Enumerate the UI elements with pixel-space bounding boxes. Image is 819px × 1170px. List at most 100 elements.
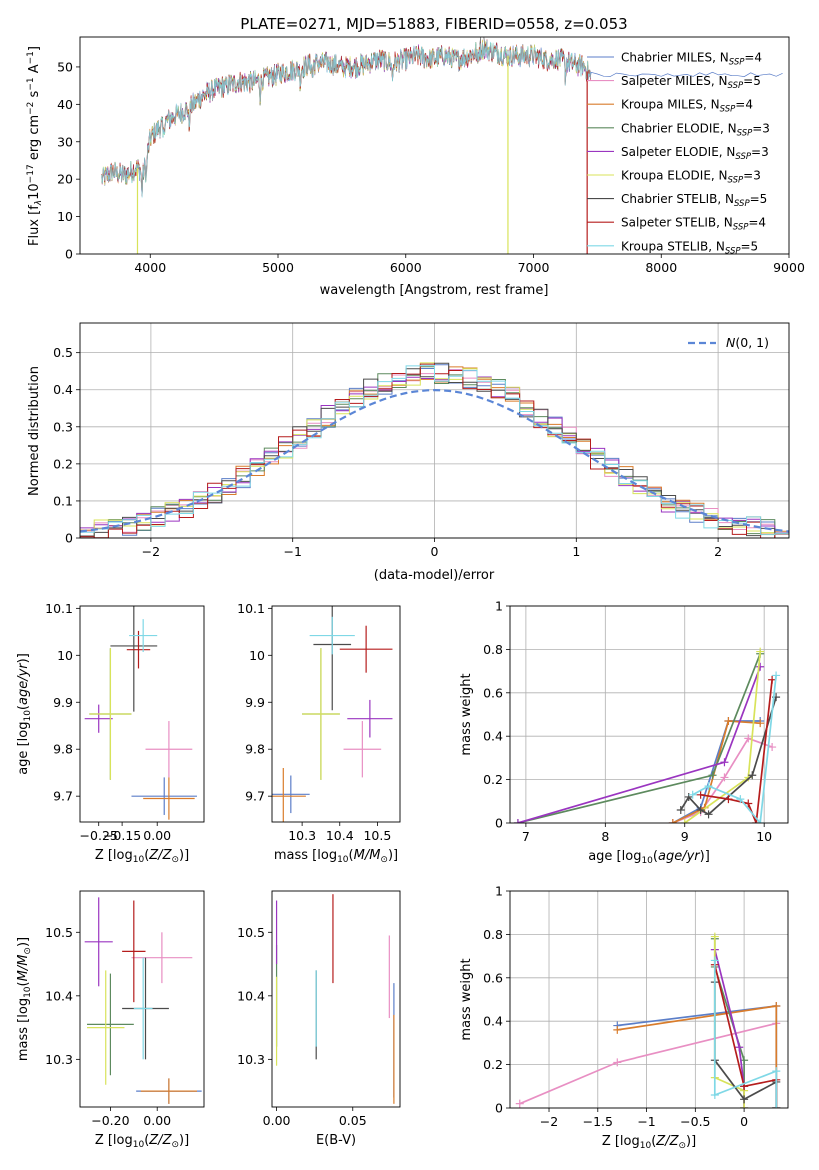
weight-age-marker: [772, 671, 781, 680]
mass-Z-ytick-label: 10.5: [45, 925, 73, 940]
weight-Z-marker: [613, 1058, 622, 1067]
weight-Z-frame: [509, 890, 789, 1109]
spectrum-frame: [79, 36, 790, 255]
normal-curve: [80, 388, 789, 533]
weight-Z-line: [713, 960, 778, 1108]
mass-Z-xtick-label: −0.20: [91, 1113, 129, 1128]
weight-age-marker: [704, 782, 713, 791]
legend-label: Kroupa MILES, NSSP=4: [621, 98, 753, 115]
age-Z-ytick-label: 9.7: [53, 789, 73, 804]
weight-age-marker: [744, 799, 753, 808]
age-Z-ytick-label: 10: [57, 648, 73, 663]
age-Z-xtick-label: −0.15: [103, 828, 141, 843]
weight-age-line: [680, 696, 777, 816]
spectrum-xtick-label: 8000: [645, 260, 677, 275]
mass-ebv-xtick-label: 0.05: [339, 1113, 367, 1128]
weight-Z-xtick-label: 0: [740, 1114, 748, 1129]
mass-Z-ylabel: mass [log10(M/M⊙)]: [16, 937, 33, 1061]
weight-age-marker: [513, 819, 522, 823]
mass-ebv-xlabel: E(B-V): [316, 1133, 356, 1148]
age-mass-xtick-label: 10.5: [363, 828, 391, 843]
weight-Z-panel: −2 −1.5 −1 −0.5 0 0 0.2 0.4 0.6 0.8 1 Z [log10(Z/Z⊙…: [459, 884, 789, 1151]
weight-age-marker: [696, 805, 705, 814]
weight-age-marker: [768, 743, 777, 752]
weight-Z-marker: [613, 1025, 622, 1034]
age-mass-panel: 10.3 10.4 10.5 9.7 9.8 9.9 10 10.1 mass [log10(M…: [237, 601, 401, 865]
spectrum-line: [101, 40, 592, 198]
spectrum-xtick-label: 5000: [262, 260, 294, 275]
residuals-xtick-label: −1: [283, 544, 301, 559]
age-mass-xtick-label: 10.3: [288, 828, 316, 843]
weight-age-marker: [744, 734, 753, 743]
weight-age-marker: [668, 819, 677, 823]
spectrum-ytick-label: 50: [57, 59, 73, 74]
spectrum-ytick-label: 30: [57, 134, 73, 149]
weight-Z-marker: [772, 1104, 781, 1108]
weight-age-marker: [724, 717, 733, 726]
residuals-ytick-label: 0.2: [53, 456, 73, 471]
mass-ebv-panel: 0.00 0.05 10.3 10.4 10.5 E(B-V): [237, 890, 401, 1148]
mass-Z-xtick-label: 0.00: [143, 1113, 171, 1128]
age-Z-frame: [79, 605, 205, 823]
legend-label: Kroupa STELIB, NSSP=5: [621, 239, 758, 256]
weight-age-xlabel: age [log10(age/yr)]: [588, 849, 710, 866]
weight-age-marker: [680, 819, 689, 823]
age-Z-xtick-label: 0.00: [143, 828, 171, 843]
age-Z-ytick-label: 9.9: [53, 695, 73, 710]
residuals-ytick-label: 0.1: [53, 493, 73, 508]
weight-age-marker: [676, 805, 685, 814]
age-Z-ytick-label: 10.1: [45, 601, 73, 616]
residuals-ytick-label: 0.3: [53, 419, 73, 434]
age-mass-frame: [271, 605, 401, 823]
weight-age-xtick-label: 9: [681, 829, 689, 844]
weight-age-marker: [756, 647, 765, 656]
weight-Z-marker: [710, 932, 719, 941]
weight-Z-ytick-label: 0: [495, 1101, 503, 1116]
spectrum-ytick-label: 0: [65, 247, 73, 262]
weight-age-marker: [720, 758, 729, 767]
age-mass-ytick-label: 9.9: [245, 695, 265, 710]
weight-age-ytick-label: 0.2: [483, 772, 503, 787]
weight-age-marker: [688, 790, 697, 799]
weight-age-marker: [752, 819, 761, 823]
mass-ebv-frame: [271, 890, 401, 1108]
legend-label: Salpeter ELODIE, NSSP=3: [621, 145, 769, 162]
weight-Z-marker: [710, 956, 719, 965]
weight-age-ytick-label: 0.8: [483, 642, 503, 657]
figure-title: PLATE=0271, MJD=51883, FIBERID=0558, z=0…: [240, 15, 627, 33]
weight-age-marker: [756, 819, 765, 823]
weight-age-marker: [756, 662, 765, 671]
spectrum-ytick-label: 20: [57, 172, 73, 187]
residuals-panel: −2 −1 0 1 2 0 0.1 0.2 0.3 0.4 0.5 N(0, 1) (data-mode…: [27, 322, 790, 583]
weight-age-ytick-label: 0.6: [483, 685, 503, 700]
spectrum-ytick-label: 40: [57, 97, 73, 112]
mass-Z-panel: −0.20 0.00 10.3 10.4 10.5 Z [log10(Z/Z⊙)] mass…: [16, 890, 205, 1150]
weight-age-ytick-label: 0.4: [483, 729, 503, 744]
age-Z-xlabel: Z [log10(Z/Z⊙)]: [95, 848, 189, 865]
residuals-ytick-label: 0.5: [53, 345, 73, 360]
weight-age-marker: [736, 795, 745, 804]
residuals-ytick-label: 0: [65, 531, 73, 546]
mass-Z-frame: [79, 890, 205, 1108]
age-Z-xtick-label: −0.25: [80, 828, 118, 843]
weight-age-marker: [720, 773, 729, 782]
residuals-xtick-label: 0: [431, 544, 439, 559]
weight-Z-marker: [772, 1002, 781, 1011]
weight-age-marker: [724, 795, 733, 804]
residuals-frame: [79, 322, 790, 539]
spectrum-panel: 4000 5000 6000 7000 8000 9000 0 10 20 30 40 50 wavel…: [26, 36, 805, 298]
weight-Z-ytick-label: 1: [495, 884, 503, 899]
residuals-xlabel: (data-model)/error: [374, 568, 495, 583]
age-mass-ytick-label: 10.1: [237, 601, 265, 616]
mass-Z-ytick-label: 10.3: [45, 1052, 73, 1067]
weight-age-frame: [509, 605, 789, 824]
age-mass-ytick-label: 9.7: [245, 789, 265, 804]
weight-Z-xlabel: Z [log10(Z/Z⊙)]: [602, 1134, 696, 1151]
weight-age-panel: 7 8 9 10 0 0.2 0.4 0.6 0.8 1 age [log10(age/yr)] ma…: [459, 599, 789, 866]
weight-Z-marker: [772, 1067, 781, 1076]
spectrum-ytick-label: 10: [57, 209, 73, 224]
spectrum-xtick-label: 6000: [390, 260, 422, 275]
weight-age-marker: [696, 790, 705, 799]
residuals-ytick-label: 0.4: [53, 382, 73, 397]
